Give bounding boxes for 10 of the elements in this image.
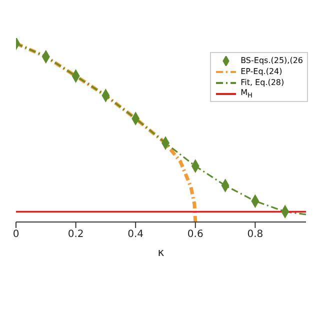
x-tick-label: 0 bbox=[12, 229, 20, 240]
x-axis-title: κ bbox=[158, 246, 165, 259]
x-tick-label: 0.8 bbox=[247, 229, 264, 240]
legend-label: Fit, Eq.(28) bbox=[240, 78, 284, 87]
legend-label: BS-Eqs.(25),(26 bbox=[240, 56, 303, 65]
x-tick-label: 0.6 bbox=[187, 229, 204, 240]
x-tick-label: 0.2 bbox=[68, 229, 84, 240]
legend-label: M$_{H}$ bbox=[240, 88, 252, 100]
x-tick-label: 0.4 bbox=[128, 229, 144, 240]
legend-label: EP-Eq.(24) bbox=[240, 67, 282, 76]
